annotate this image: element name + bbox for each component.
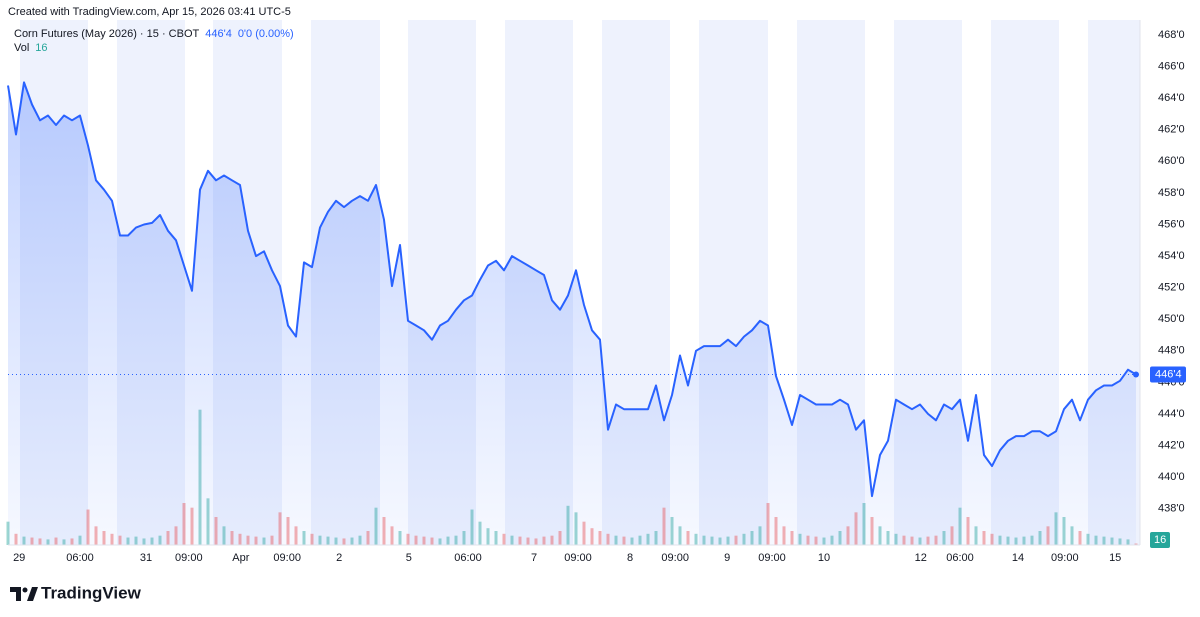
x-tick-label: 31 — [140, 552, 152, 564]
y-tick-label: 460'0 — [1158, 155, 1185, 167]
x-tick-label: 9 — [724, 552, 730, 564]
x-tick-label: 09:00 — [758, 552, 786, 564]
x-tick-label: 7 — [531, 552, 537, 564]
last-value: 446'4 — [205, 28, 232, 40]
y-tick-label: 438'0 — [1158, 503, 1185, 515]
y-tick-label: 466'0 — [1158, 60, 1185, 72]
x-tick-label: 09:00 — [564, 552, 592, 564]
brand: TradingView — [41, 583, 142, 602]
y-tick-label: 448'0 — [1158, 345, 1185, 357]
volume-legend: Vol 16 — [14, 42, 48, 54]
x-tick-label: 09:00 — [175, 552, 203, 564]
x-tick-label: 10 — [818, 552, 830, 564]
y-tick-label: 440'0 — [1158, 471, 1185, 483]
logo-mark — [27, 587, 38, 601]
y-tick-label: 444'0 — [1158, 408, 1185, 420]
last-value-badge-label: 446'4 — [1155, 368, 1182, 380]
x-tick-label: 15 — [1109, 552, 1121, 564]
x-tick-label: 09:00 — [661, 552, 689, 564]
y-tick-label: 458'0 — [1158, 187, 1185, 199]
logo: TradingView — [10, 583, 142, 602]
created-note: Created with TradingView.com, Apr 15, 20… — [8, 6, 291, 18]
y-tick-label: 442'0 — [1158, 439, 1185, 451]
price-pane — [7, 81, 1140, 546]
volume-badge-label: 16 — [1154, 534, 1166, 546]
x-tick-label: 09:00 — [273, 552, 301, 564]
x-tick-label: 5 — [406, 552, 412, 564]
chart-title: Corn Futures (May 2026) · 15 · CBOT 446'4… — [14, 28, 294, 40]
logo-mark — [10, 587, 21, 601]
volume-value: 16 — [35, 42, 47, 54]
volume-badge — [1150, 532, 1170, 548]
logo-mark — [22, 587, 28, 593]
change: 0'0 (0.00%) — [238, 28, 294, 40]
last-value-badge — [1150, 366, 1186, 383]
x-tick-label: 29 — [13, 552, 25, 564]
y-tick-label: 468'0 — [1158, 29, 1185, 41]
volume-title: Vol — [14, 42, 29, 54]
y-tick-label: 456'0 — [1158, 218, 1185, 230]
last-point — [1133, 371, 1139, 378]
x-tick-label: 06:00 — [66, 552, 94, 564]
x-tick-label: Apr — [232, 552, 249, 564]
price-line — [7, 81, 1137, 498]
y-tick-label: 450'0 — [1158, 313, 1185, 325]
x-tick-label: 8 — [627, 552, 633, 564]
area-fill — [8, 82, 1136, 546]
x-tick-label: 12 — [915, 552, 927, 564]
title: Corn Futures (May 2026) · 15 · CBOT — [14, 28, 200, 40]
x-tick-label: 2 — [336, 552, 342, 564]
x-tick-label: 09:00 — [1051, 552, 1079, 564]
x-tick-label: 14 — [1012, 552, 1024, 564]
y-tick-label: 454'0 — [1158, 250, 1185, 262]
y-tick-label: 452'0 — [1158, 282, 1185, 294]
y-tick-label: 464'0 — [1158, 92, 1185, 104]
x-tick-label: 06:00 — [946, 552, 974, 564]
y-tick-label: 462'0 — [1158, 124, 1185, 136]
x-tick-label: 06:00 — [454, 552, 482, 564]
axes: 438'0440'0442'0444'0446'0448'0450'0452'0… — [13, 29, 1186, 564]
